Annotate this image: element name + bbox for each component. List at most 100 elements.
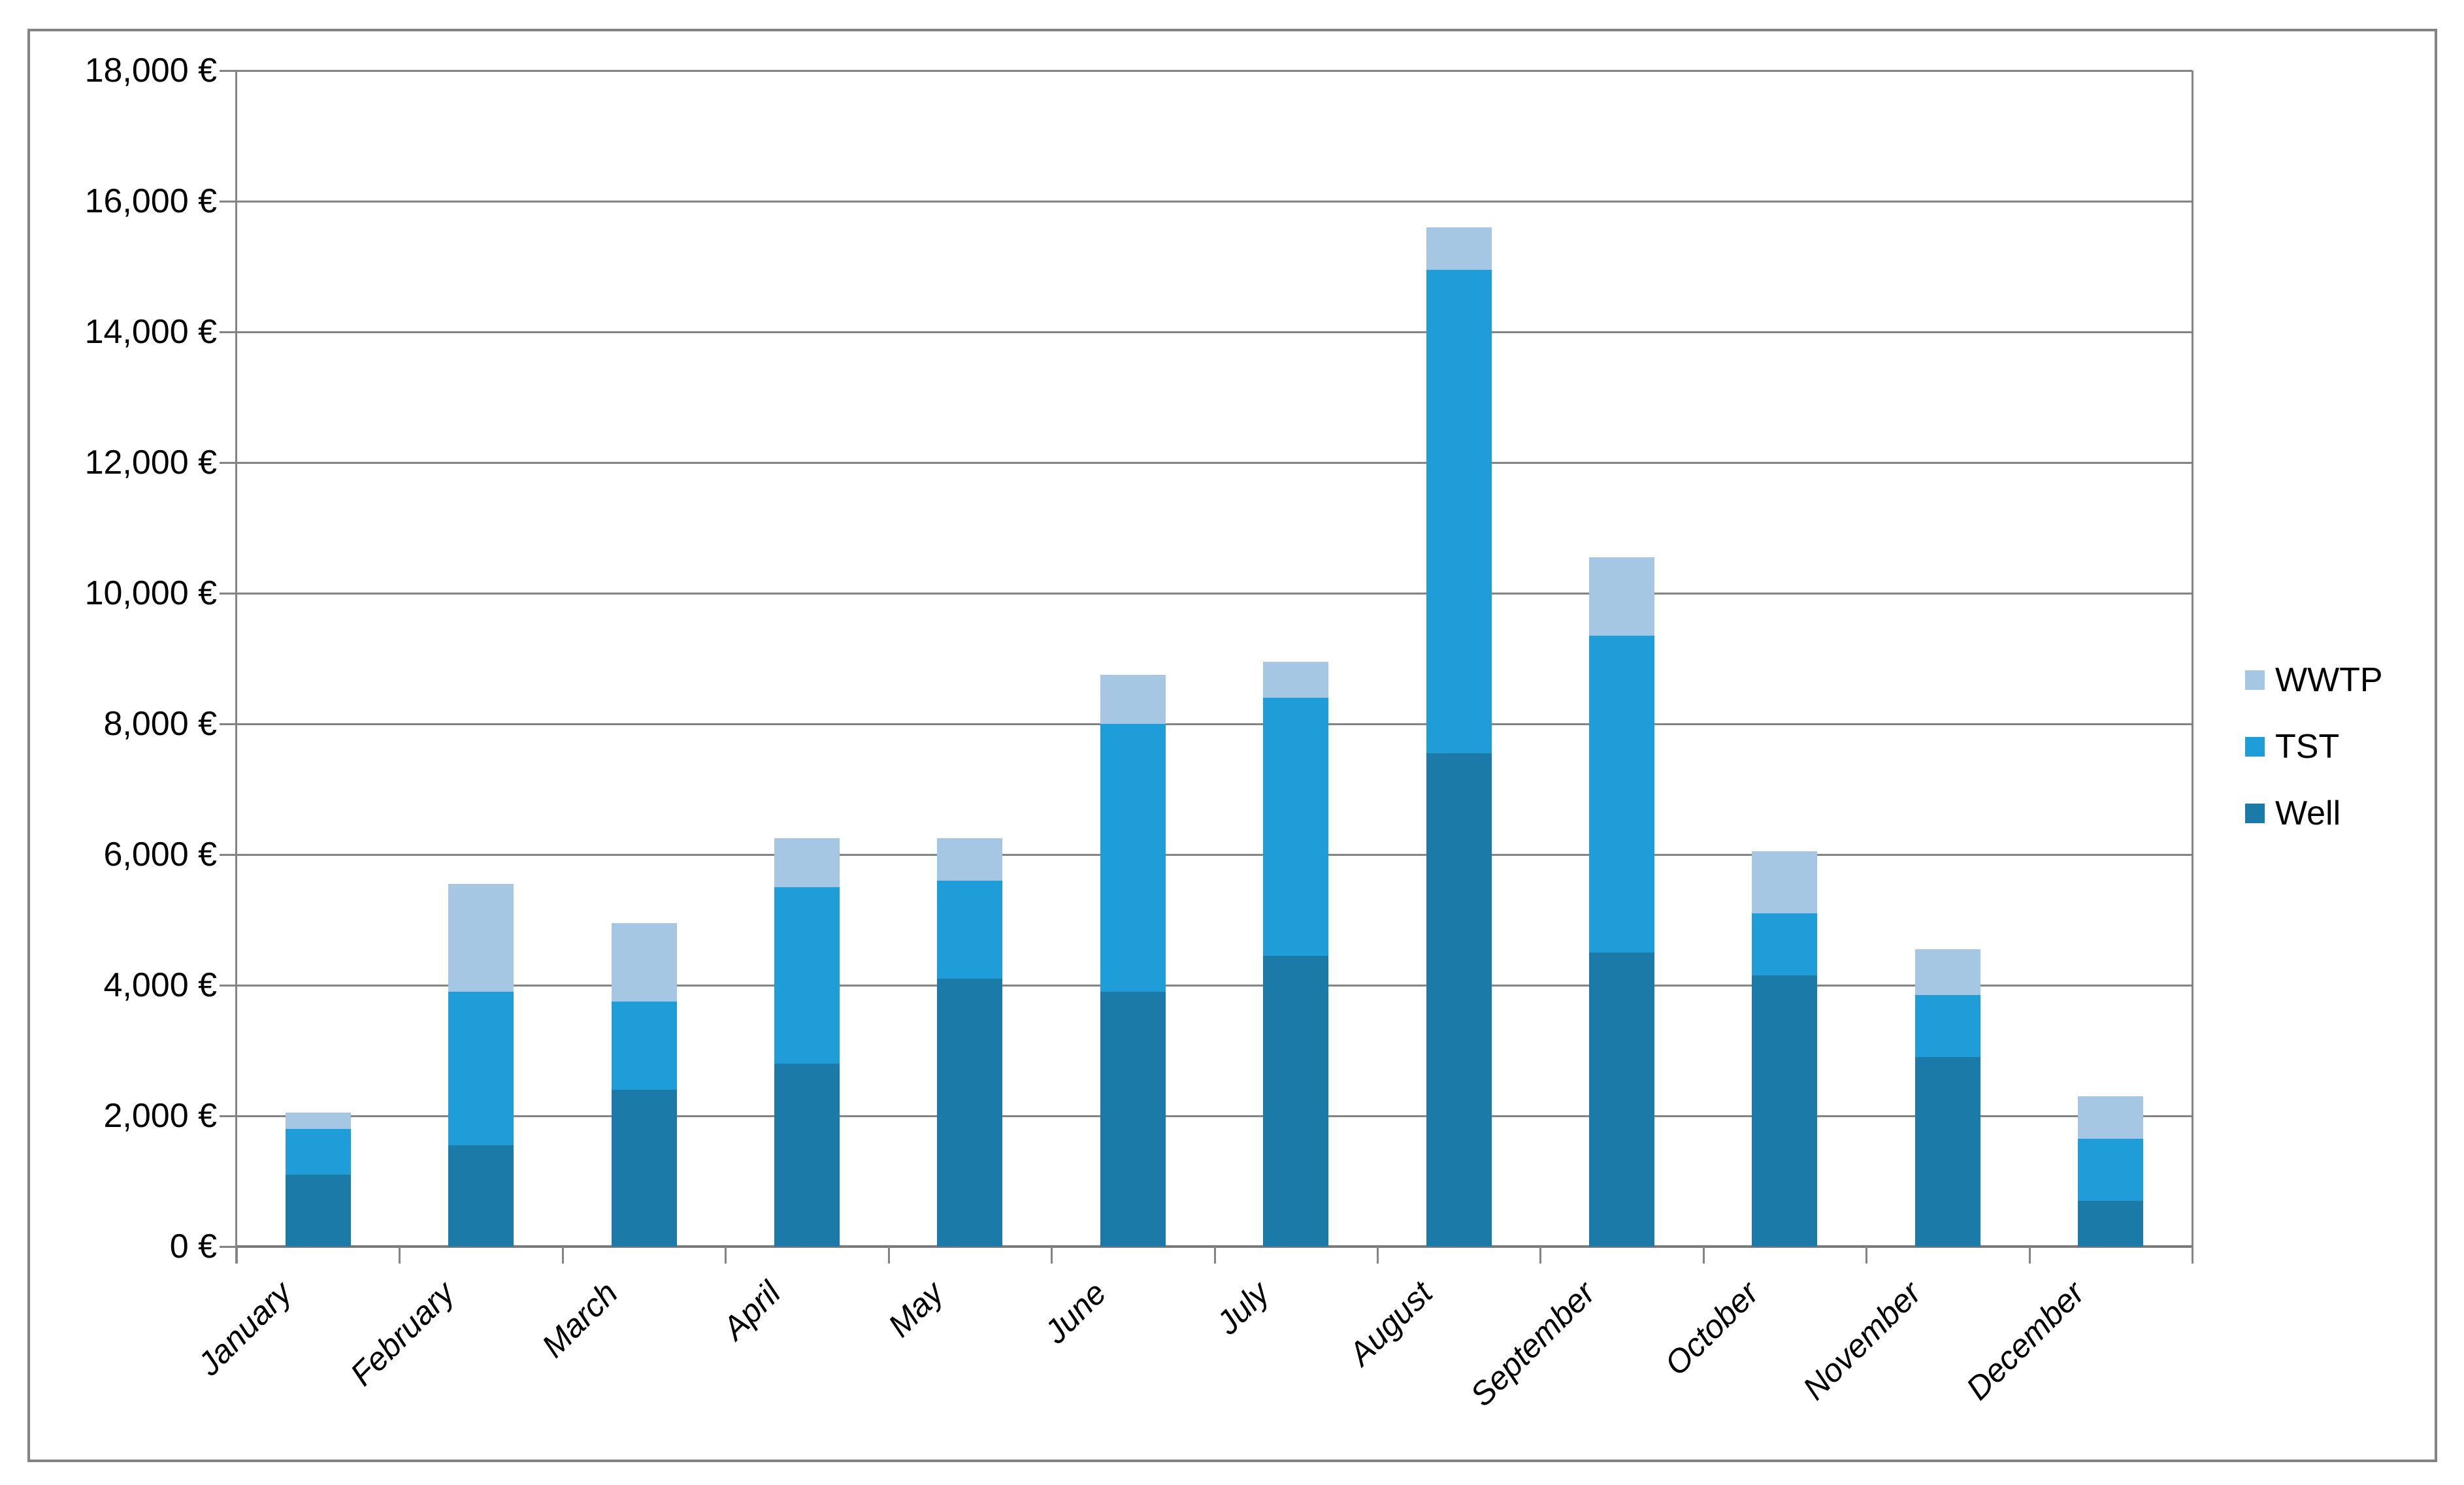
bar-segment-wwtp xyxy=(285,1113,351,1129)
x-tick xyxy=(1213,1247,1216,1264)
legend-swatch-wwtp xyxy=(2245,670,2265,690)
y-tick xyxy=(220,1246,237,1248)
y-tick xyxy=(220,723,237,725)
bar-segment-wwtp xyxy=(1426,227,1492,270)
gridline xyxy=(237,1115,2192,1117)
x-tick xyxy=(2028,1247,2031,1264)
bar-july xyxy=(1263,71,1329,1247)
bar-segment-wwtp xyxy=(937,838,1003,881)
bar-segment-tst xyxy=(937,881,1003,979)
y-axis-line xyxy=(235,71,237,1264)
bar-segment-well xyxy=(1263,956,1329,1247)
y-tick xyxy=(220,985,237,987)
x-tick xyxy=(2192,1247,2193,1264)
bar-segment-tst xyxy=(611,1002,677,1090)
y-tick xyxy=(220,201,237,203)
bar-october xyxy=(1752,71,1818,1247)
plot-right-border xyxy=(2192,71,2193,1247)
y-tick xyxy=(220,854,237,856)
y-tick-label: 6,000 € xyxy=(103,836,218,873)
bar-segment-well xyxy=(1752,975,1818,1247)
bar-segment-wwtp xyxy=(774,838,840,887)
bar-segment-well xyxy=(774,1064,840,1247)
bar-august xyxy=(1426,71,1492,1247)
legend-label: WWTP xyxy=(2275,661,2383,699)
gridline xyxy=(237,70,2192,72)
y-tick xyxy=(220,593,237,595)
bar-segment-tst xyxy=(1100,724,1166,992)
bar-segment-well xyxy=(285,1175,351,1247)
legend-item-wwtp: WWTP xyxy=(2245,661,2383,699)
bar-january xyxy=(285,71,351,1247)
gridline xyxy=(237,723,2192,725)
gridline xyxy=(237,854,2192,856)
gridline xyxy=(237,201,2192,203)
legend-item-tst: TST xyxy=(2245,728,2339,766)
bar-segment-tst xyxy=(2078,1139,2144,1201)
y-tick-label: 8,000 € xyxy=(103,705,218,743)
legend-item-well: Well xyxy=(2245,794,2341,832)
bar-april xyxy=(774,71,840,1247)
x-tick xyxy=(1702,1247,1705,1264)
legend-label: TST xyxy=(2275,728,2340,766)
bar-december xyxy=(2078,71,2144,1247)
y-tick-label: 10,000 € xyxy=(84,574,217,612)
y-tick-label: 4,000 € xyxy=(103,966,218,1004)
gridline xyxy=(237,985,2192,987)
bar-segment-well xyxy=(1100,992,1166,1247)
x-tick xyxy=(725,1247,727,1264)
legend-swatch-well xyxy=(2245,804,2265,823)
bar-may xyxy=(937,71,1003,1247)
x-tick xyxy=(1539,1247,1542,1264)
bar-segment-wwtp xyxy=(1752,851,1818,913)
gridline xyxy=(237,331,2192,333)
bar-segment-wwtp xyxy=(611,923,677,1002)
bar-segment-tst xyxy=(1914,995,1980,1057)
x-tick xyxy=(887,1247,890,1264)
bar-november xyxy=(1914,71,1980,1247)
bar-segment-tst xyxy=(448,992,514,1145)
x-tick xyxy=(236,1247,238,1264)
bar-segment-well xyxy=(937,979,1003,1247)
bar-segment-wwtp xyxy=(448,884,514,992)
y-tick xyxy=(220,1115,237,1117)
bar-segment-tst xyxy=(1752,913,1818,975)
y-tick-label: 16,000 € xyxy=(84,182,217,220)
x-tick xyxy=(399,1247,401,1264)
legend-swatch-tst xyxy=(2245,737,2265,757)
chart-outer-border xyxy=(27,29,2437,1462)
y-tick-label: 14,000 € xyxy=(84,313,217,351)
bar-segment-well xyxy=(2078,1201,2144,1247)
bar-february xyxy=(448,71,514,1247)
bar-segment-wwtp xyxy=(1263,662,1329,698)
bar-segment-wwtp xyxy=(2078,1096,2144,1139)
x-tick xyxy=(1865,1247,1868,1264)
bar-segment-tst xyxy=(1426,270,1492,753)
x-tick xyxy=(561,1247,564,1264)
bar-march xyxy=(611,71,677,1247)
bar-june xyxy=(1100,71,1166,1247)
bar-segment-tst xyxy=(774,887,840,1064)
bar-segment-wwtp xyxy=(1100,675,1166,724)
x-tick xyxy=(1051,1247,1053,1264)
y-tick-label: 2,000 € xyxy=(103,1097,218,1135)
y-tick xyxy=(220,70,237,72)
bar-segment-wwtp xyxy=(1914,949,1980,995)
gridline xyxy=(237,462,2192,464)
bar-segment-well xyxy=(1426,753,1492,1247)
bar-segment-tst xyxy=(285,1129,351,1175)
bar-segment-well xyxy=(1589,953,1655,1247)
y-tick-label: 12,000 € xyxy=(84,444,217,481)
bar-segment-well xyxy=(1914,1057,1980,1247)
x-tick xyxy=(1376,1247,1379,1264)
bar-segment-tst xyxy=(1263,698,1329,956)
y-tick xyxy=(220,331,237,333)
bar-segment-wwtp xyxy=(1589,557,1655,636)
y-tick xyxy=(220,462,237,464)
legend-label: Well xyxy=(2275,794,2341,832)
gridline xyxy=(237,593,2192,595)
bar-segment-tst xyxy=(1589,636,1655,953)
bar-segment-well xyxy=(448,1145,514,1247)
y-tick-label: 0 € xyxy=(169,1228,217,1265)
